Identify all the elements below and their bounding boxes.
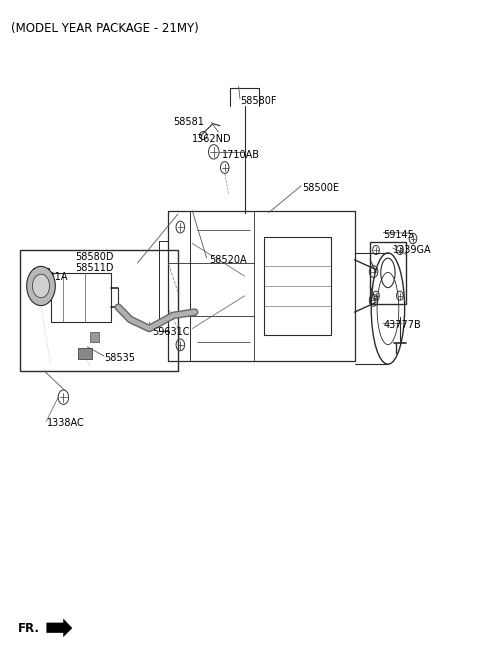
Text: 58531A: 58531A: [30, 273, 68, 283]
Text: 58581: 58581: [173, 118, 204, 127]
Bar: [51, 273, 111, 322]
Text: 1338AC: 1338AC: [47, 419, 84, 428]
Bar: [78, 348, 92, 359]
Text: 58500E: 58500E: [302, 183, 339, 193]
Text: 43777B: 43777B: [383, 320, 421, 330]
Text: 58535: 58535: [104, 353, 135, 363]
Circle shape: [33, 274, 49, 298]
Polygon shape: [47, 619, 72, 637]
Text: 58520A: 58520A: [209, 255, 247, 265]
Text: 58580D: 58580D: [75, 252, 114, 261]
Text: 1362ND: 1362ND: [192, 134, 232, 144]
Bar: [264, 237, 331, 335]
Text: 58580F: 58580F: [240, 96, 276, 106]
Bar: [90, 332, 99, 342]
Text: FR.: FR.: [18, 622, 40, 635]
Text: 1710AB: 1710AB: [222, 150, 260, 160]
Text: 1339GA: 1339GA: [393, 245, 432, 255]
Text: (MODEL YEAR PACKAGE - 21MY): (MODEL YEAR PACKAGE - 21MY): [11, 22, 199, 35]
Bar: [34, 268, 48, 276]
Text: 58511D: 58511D: [75, 263, 114, 273]
Bar: [21, 250, 178, 371]
Circle shape: [27, 266, 55, 306]
Text: 59631C: 59631C: [152, 327, 189, 337]
Text: 59145: 59145: [383, 230, 414, 240]
Bar: [370, 242, 406, 304]
